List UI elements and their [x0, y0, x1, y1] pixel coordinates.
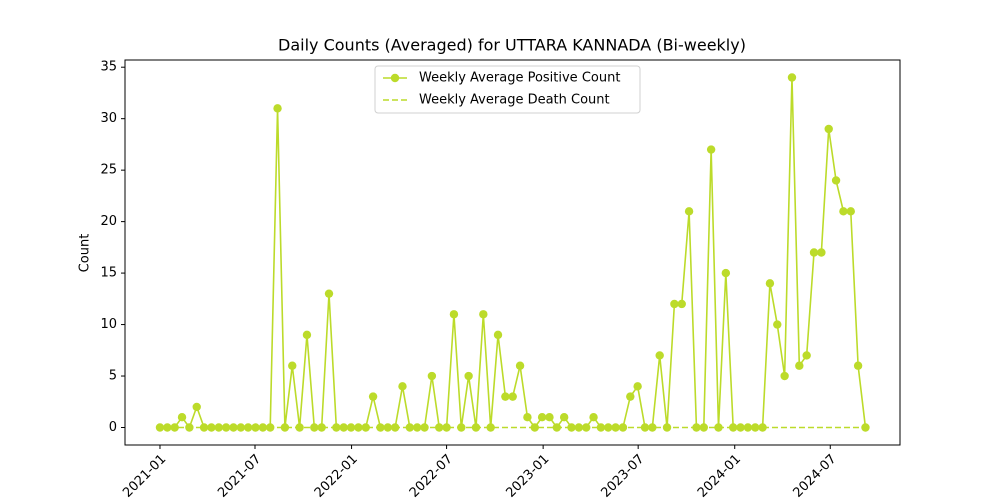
- data-point: [464, 371, 473, 381]
- data-point: [706, 145, 716, 154]
- y-tick-label: 20: [100, 214, 117, 229]
- data-point: [368, 392, 378, 401]
- y-tick-label: 5: [109, 369, 117, 384]
- data-point: [177, 413, 187, 422]
- data-point: [398, 382, 407, 391]
- data-point: [604, 423, 613, 432]
- data-point: [163, 423, 172, 432]
- data-point: [831, 176, 841, 185]
- legend-label: Weekly Average Positive Count: [419, 71, 620, 86]
- data-point: [280, 423, 290, 432]
- data-point: [515, 361, 525, 370]
- data-point: [773, 320, 782, 329]
- data-point: [361, 423, 370, 432]
- series-line: [159, 77, 867, 430]
- legend-label: Weekly Average Death Count: [419, 93, 610, 108]
- data-point: [728, 423, 738, 432]
- data-point: [839, 207, 848, 216]
- chart-title: Daily Counts (Averaged) for UTTARA KANNA…: [278, 36, 746, 55]
- data-point: [640, 423, 650, 432]
- data-point: [677, 299, 686, 309]
- data-point: [427, 371, 437, 381]
- x-tick-label: 2021-07: [215, 452, 264, 500]
- data-point: [596, 423, 606, 432]
- legend-marker: [390, 73, 400, 83]
- data-point: [192, 402, 201, 412]
- data-point: [479, 310, 488, 319]
- data-point: [853, 361, 863, 370]
- data-point: [207, 423, 216, 432]
- data-point: [648, 423, 657, 432]
- data-point: [493, 330, 503, 340]
- data-point: [721, 268, 731, 278]
- data-point: [288, 361, 297, 370]
- x-tick-label: 2022-01: [312, 452, 361, 500]
- y-tick-label: 15: [100, 266, 117, 281]
- data-point: [787, 73, 797, 82]
- data-point: [795, 361, 804, 370]
- legend-box: [374, 65, 641, 114]
- x-tick-label: 2024-01: [695, 452, 744, 500]
- x-tick-label: 2023-07: [598, 452, 647, 500]
- data-point: [486, 423, 495, 432]
- data-point: [802, 351, 811, 360]
- data-point: [758, 423, 767, 432]
- x-tick-label: 2023-01: [503, 452, 552, 500]
- data-point: [324, 289, 334, 298]
- data-point: [765, 279, 775, 288]
- data-point: [537, 413, 547, 422]
- data-point: [317, 423, 326, 432]
- data-point: [243, 423, 253, 432]
- data-point: [626, 392, 635, 401]
- data-point: [442, 423, 451, 432]
- data-point: [273, 104, 282, 113]
- data-point: [545, 413, 554, 422]
- data-point: [501, 392, 510, 401]
- data-point: [236, 423, 246, 432]
- data-point: [670, 299, 679, 309]
- y-tick-label: 35: [100, 60, 117, 75]
- data-point: [589, 413, 598, 422]
- y-axis-label: Count: [78, 234, 93, 273]
- x-tick-label: 2024-07: [791, 452, 840, 500]
- data-point: [405, 423, 415, 432]
- data-point: [559, 413, 569, 422]
- data-point: [684, 207, 694, 216]
- data-point: [824, 124, 833, 134]
- y-tick-label: 10: [100, 317, 117, 332]
- y-tick-label: 25: [100, 163, 117, 178]
- x-tick-label: 2021-01: [120, 452, 169, 500]
- data-point: [655, 351, 664, 360]
- y-tick-label: 30: [100, 111, 117, 126]
- data-point: [846, 207, 855, 216]
- data-point: [809, 248, 819, 257]
- data-point: [302, 330, 312, 340]
- data-point: [199, 423, 209, 432]
- data-point: [633, 382, 642, 391]
- data-point: [567, 423, 576, 432]
- x-tick-label: 2022-07: [407, 452, 456, 500]
- data-point: [508, 392, 517, 401]
- data-point: [817, 248, 826, 257]
- data-point: [449, 310, 459, 319]
- data-point: [780, 371, 789, 381]
- plot-frame: [124, 59, 901, 446]
- y-tick-label: 0: [109, 420, 117, 435]
- data-point: [523, 413, 532, 422]
